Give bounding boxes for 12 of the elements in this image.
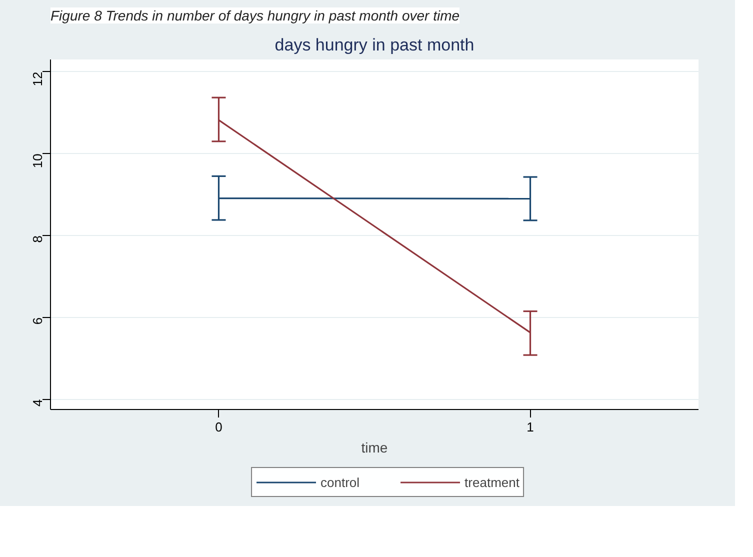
y-tick-label: 10 xyxy=(30,154,45,168)
y-tick-label: 4 xyxy=(30,399,45,406)
legend-label: control xyxy=(320,474,360,490)
y-tick-label: 8 xyxy=(30,236,45,243)
x-tick-label: 1 xyxy=(526,420,534,434)
legend-label: treatment xyxy=(464,474,520,490)
x-tick-label: 0 xyxy=(215,420,222,434)
x-axis-title: time xyxy=(361,440,388,456)
y-tick-label: 6 xyxy=(30,317,45,325)
y-tick-label: 12 xyxy=(30,72,45,86)
caption: Figure 8 Trends in number of days hungry in past month over time xyxy=(50,8,460,24)
chart-title: days hungry in past month xyxy=(274,36,474,54)
